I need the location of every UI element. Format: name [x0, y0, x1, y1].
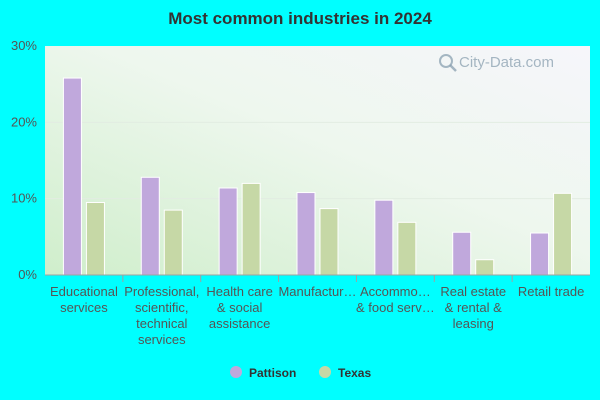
x-category-label: Professional, scientific, technical service…	[124, 284, 199, 347]
bar-texas	[319, 208, 339, 276]
bar-pattison	[62, 77, 82, 276]
bar-texas	[397, 221, 417, 276]
bar-pattison	[530, 232, 550, 276]
legend-swatch	[230, 366, 242, 378]
legend-swatch	[319, 366, 331, 378]
legend-label: Texas	[338, 366, 371, 380]
legend-label: Pattison	[249, 366, 296, 380]
chart-title: Most common industries in 2024	[168, 9, 432, 28]
bar-texas	[553, 192, 573, 276]
y-tick-label: 0%	[18, 267, 37, 282]
y-tick-label: 30%	[11, 38, 37, 53]
bar-pattison	[374, 199, 394, 276]
x-category-label: Accommo… & food serv…	[356, 284, 435, 315]
watermark-text: City-Data.com	[459, 54, 554, 71]
x-category-label: Educational services	[50, 284, 118, 315]
grid-lines	[45, 121, 590, 200]
bar-texas	[163, 209, 183, 276]
plot-area	[45, 46, 590, 275]
bar-pattison	[218, 187, 238, 276]
bar-texas	[475, 259, 495, 276]
legend: Pattison Texas	[230, 366, 371, 380]
x-category-label: Health care & social assistance	[206, 284, 272, 331]
y-axis: 0% 10% 20% 30%	[11, 38, 37, 282]
magnifier-icon	[439, 54, 457, 72]
bar-pattison	[296, 192, 316, 276]
x-category-label: Manufactur…	[278, 284, 356, 299]
y-tick-label: 10%	[11, 191, 37, 206]
x-category-label: Retail trade	[518, 284, 584, 299]
bar-pattison	[452, 231, 472, 276]
bar-texas	[85, 201, 105, 276]
bar-texas	[241, 182, 261, 276]
watermark: City-Data.com	[439, 54, 554, 72]
x-category-label: Real estate & rental & leasing	[440, 284, 506, 331]
bar-pattison	[140, 176, 160, 276]
y-tick-label: 20%	[11, 114, 37, 129]
